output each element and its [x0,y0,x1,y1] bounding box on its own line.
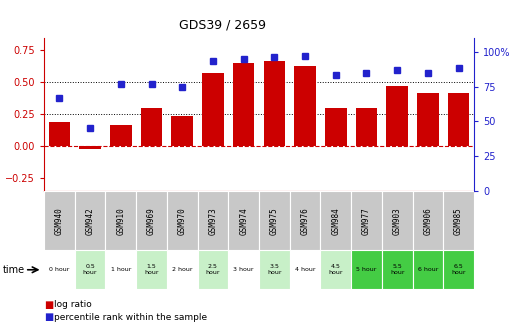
Text: 2 hour: 2 hour [172,267,193,272]
Bar [202,74,224,146]
Text: 3.5
hour: 3.5 hour [267,264,282,275]
Text: GSM977: GSM977 [362,207,371,234]
Bar [325,108,347,146]
Bar [106,191,136,250]
Bar [106,250,136,289]
Bar [386,86,408,146]
Text: ■: ■ [44,312,53,322]
Bar [228,191,259,250]
Bar [417,93,439,146]
Bar [448,93,469,146]
Bar [197,250,228,289]
Text: 0 hour: 0 hour [49,267,69,272]
Bar [44,191,75,250]
Text: 0.5
hour: 0.5 hour [83,264,97,275]
Text: GDS39 / 2659: GDS39 / 2659 [179,18,266,31]
Bar [136,250,167,289]
Bar [233,63,254,146]
Text: GSM976: GSM976 [300,207,310,234]
Bar [75,250,106,289]
Bar [264,61,285,146]
Text: 4.5
hour: 4.5 hour [328,264,343,275]
Text: GSM973: GSM973 [208,207,218,234]
Bar [321,191,351,250]
Text: log ratio: log ratio [54,300,92,309]
Text: GSM984: GSM984 [332,207,340,234]
Bar [141,108,162,146]
Text: percentile rank within the sample: percentile rank within the sample [54,313,208,322]
Bar [382,191,412,250]
Bar [167,250,197,289]
Bar [259,191,290,250]
Text: 3 hour: 3 hour [234,267,254,272]
Text: 6.5
hour: 6.5 hour [451,264,466,275]
Text: GSM974: GSM974 [239,207,248,234]
Text: GSM940: GSM940 [55,207,64,234]
Text: 5.5
hour: 5.5 hour [390,264,405,275]
Bar [136,191,167,250]
Bar [412,191,443,250]
Bar [171,116,193,146]
Text: GSM969: GSM969 [147,207,156,234]
Bar [294,66,316,146]
Text: 1 hour: 1 hour [111,267,131,272]
Text: GSM910: GSM910 [117,207,125,234]
Text: time: time [3,265,25,275]
Bar [49,122,70,146]
Text: GSM903: GSM903 [393,207,401,234]
Bar [44,250,75,289]
Text: GSM985: GSM985 [454,207,463,234]
Text: 6 hour: 6 hour [418,267,438,272]
Bar [412,250,443,289]
Text: ■: ■ [44,300,53,310]
Bar [228,250,259,289]
Bar [290,250,321,289]
Text: 2.5
hour: 2.5 hour [206,264,220,275]
Bar [110,125,132,146]
Bar [167,191,197,250]
Bar [443,191,474,250]
Bar [351,250,382,289]
Bar [197,191,228,250]
Bar [351,191,382,250]
Bar [382,250,412,289]
Bar [259,250,290,289]
Text: 4 hour: 4 hour [295,267,315,272]
Text: GSM975: GSM975 [270,207,279,234]
Text: 1.5
hour: 1.5 hour [145,264,159,275]
Text: GSM970: GSM970 [178,207,186,234]
Text: GSM906: GSM906 [423,207,433,234]
Bar [443,250,474,289]
Bar [75,191,106,250]
Bar [290,191,321,250]
Bar [79,146,101,149]
Text: GSM942: GSM942 [85,207,95,234]
Text: 5 hour: 5 hour [356,267,377,272]
Bar [321,250,351,289]
Bar [356,108,377,146]
